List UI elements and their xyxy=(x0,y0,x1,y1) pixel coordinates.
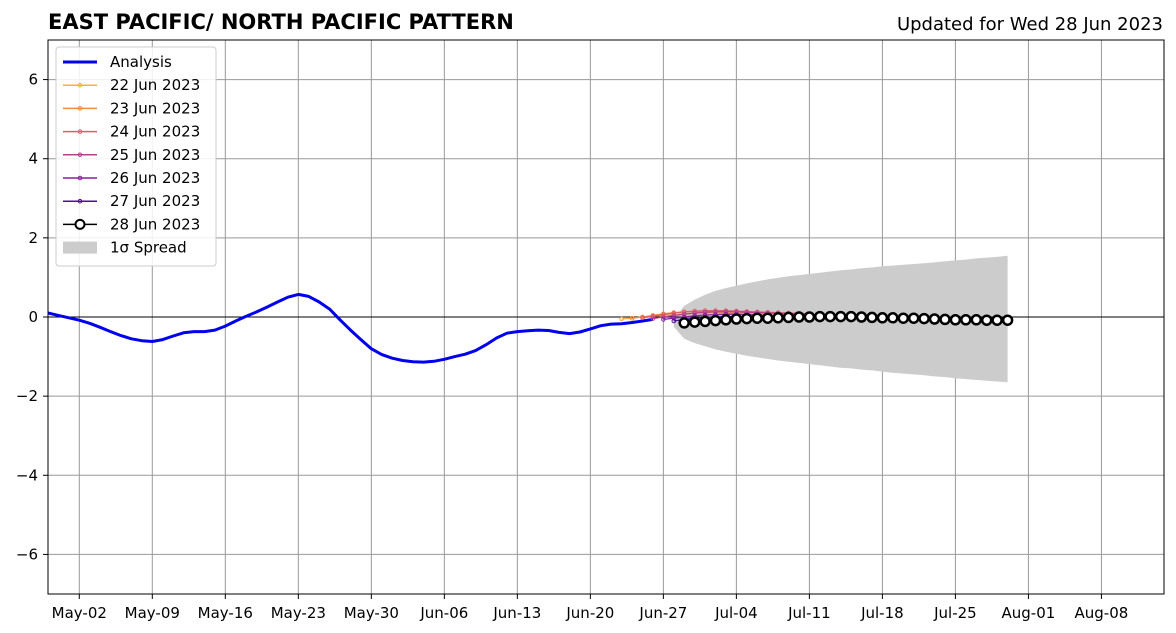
forecast-point xyxy=(699,315,711,328)
forecast-point xyxy=(897,312,910,324)
forecast-point xyxy=(793,311,805,323)
x-tick-label: Aug-08 xyxy=(1075,604,1129,622)
forecast-point xyxy=(761,312,774,324)
x-tick-label: May-02 xyxy=(52,604,107,622)
forecast-point xyxy=(803,311,816,323)
y-tick-label: −2 xyxy=(16,387,38,405)
x-tick-label: May-23 xyxy=(271,604,326,622)
legend-marker-forecast xyxy=(77,198,83,204)
x-tick-label: May-09 xyxy=(125,604,180,622)
forecast-point xyxy=(671,313,677,318)
y-tick-label: 6 xyxy=(28,71,38,89)
forecast-point xyxy=(980,314,993,326)
legend-marker-forecast xyxy=(77,152,83,158)
analysis-series-line xyxy=(48,292,654,364)
y-tick-label: −4 xyxy=(16,466,38,484)
forecast-point xyxy=(709,314,722,327)
forecast-point xyxy=(782,311,795,324)
x-tick-label: Jul-11 xyxy=(787,604,831,622)
forecast-point xyxy=(720,314,732,326)
legend-label-forecast: 24 Jun 2023 xyxy=(110,123,200,141)
plot-area xyxy=(48,255,1164,383)
forecast-point xyxy=(650,316,656,321)
x-tick-label: May-16 xyxy=(198,604,253,622)
legend-label-forecast: 28 Jun 2023 xyxy=(110,215,200,233)
x-tick-label: May-30 xyxy=(344,604,399,622)
forecast-point xyxy=(876,312,889,324)
legend-box xyxy=(55,46,217,267)
forecast-point xyxy=(678,317,690,329)
axis-ticks: May-02 May-09 May-16 May-23 May-30 Jun-06 Jun-… xyxy=(16,71,1128,622)
y-tick-label: 2 xyxy=(28,229,38,247)
forecast-point xyxy=(834,310,847,323)
chart-subtitle: Updated for Wed 28 Jun 2023 xyxy=(897,14,1163,35)
legend-swatch-spread xyxy=(63,241,97,254)
forecast-point xyxy=(640,315,645,321)
forecast-point xyxy=(814,310,826,323)
forecast-point xyxy=(991,314,1003,326)
x-tick-label: Jun-20 xyxy=(565,604,614,622)
forecast-point xyxy=(970,314,983,326)
forecast-point xyxy=(619,316,624,322)
forecast-point xyxy=(692,310,698,316)
forecast-point xyxy=(671,315,677,321)
forecast-point xyxy=(702,310,708,315)
forecast-point xyxy=(887,312,899,324)
forecast-series-line xyxy=(642,310,810,319)
forecast-point xyxy=(939,313,951,326)
legend: Analysis 22 Jun 2023 23 Jun 2023 24 Jun 202… xyxy=(55,46,217,267)
x-tick-label: Jul-25 xyxy=(933,604,977,622)
forecast-point xyxy=(845,310,857,323)
forecast-point xyxy=(741,312,753,325)
legend-marker-forecast xyxy=(77,82,83,88)
forecast-point xyxy=(772,312,784,324)
legend-marker-forecast xyxy=(77,129,83,134)
legend-label-spread: 1σ Spread xyxy=(110,239,187,257)
forecast-point xyxy=(681,311,687,317)
legend-label-forecast: 22 Jun 2023 xyxy=(110,76,200,94)
legend-label-forecast: 25 Jun 2023 xyxy=(110,146,200,164)
legend-label-forecast: 23 Jun 2023 xyxy=(110,99,200,117)
legend-marker-forecast xyxy=(74,218,86,230)
legend-marker-forecast xyxy=(77,106,83,111)
forecast-point xyxy=(730,313,743,325)
forecast-point xyxy=(928,313,941,325)
forecast-point xyxy=(1001,314,1014,326)
forecast-point xyxy=(866,311,878,324)
chart-title: EAST PACIFIC/ NORTH PACIFIC PATTERN xyxy=(48,10,514,34)
legend-label-forecast: 27 Jun 2023 xyxy=(110,192,200,210)
forecast-point xyxy=(949,314,962,326)
forecast-point xyxy=(629,315,635,321)
forecast-point xyxy=(688,316,701,328)
x-tick-label: Jun-13 xyxy=(492,604,541,622)
forecast-point xyxy=(661,317,666,322)
forecast-point xyxy=(907,312,920,324)
x-tick-label: Jul-04 xyxy=(714,604,758,622)
y-tick-label: −6 xyxy=(16,545,38,563)
x-tick-label: Jun-27 xyxy=(638,604,687,622)
forecast-point xyxy=(713,309,718,315)
forecast-point xyxy=(960,314,972,326)
forecast-point xyxy=(855,311,868,323)
forecast-point xyxy=(751,312,763,324)
x-tick-label: Aug-01 xyxy=(1002,604,1056,622)
forecast-point xyxy=(671,318,677,324)
y-tick-label: 4 xyxy=(28,150,38,168)
legend-marker-forecast xyxy=(77,175,83,181)
forecast-point xyxy=(918,312,930,325)
x-tick-label: Jun-06 xyxy=(419,604,468,622)
forecast-point xyxy=(824,310,836,323)
legend-label-forecast: 26 Jun 2023 xyxy=(110,169,200,187)
y-tick-label: 0 xyxy=(28,308,38,326)
x-tick-label: Jul-18 xyxy=(860,604,904,622)
legend-label-analysis: Analysis xyxy=(110,53,172,71)
